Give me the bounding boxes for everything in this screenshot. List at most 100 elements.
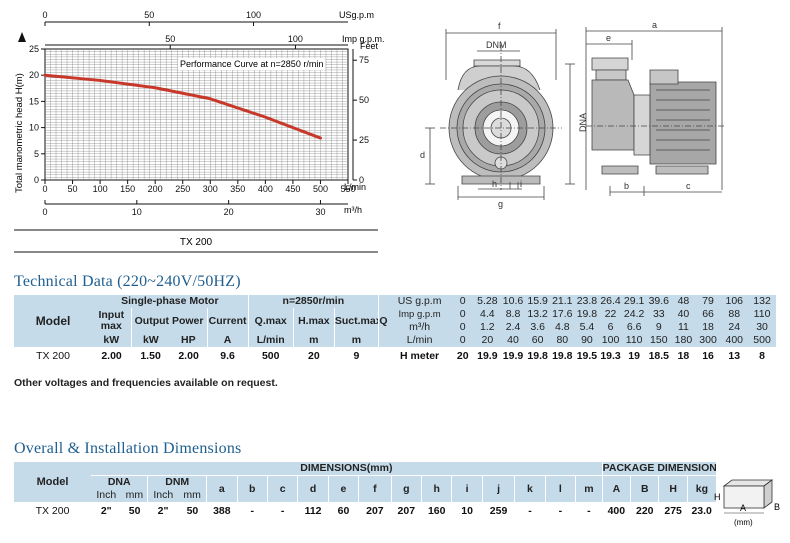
side-label-a: a <box>652 20 657 30</box>
chart-title-background <box>178 58 326 70</box>
y-axis-arrow-icon <box>18 32 26 42</box>
y-tick-label: 0 <box>34 175 39 185</box>
y-tick-label: 10 <box>29 123 39 133</box>
x-tick-label: 400 <box>258 184 273 194</box>
top-axis1-label: USg.p.m <box>339 10 374 20</box>
dim-value: 112 <box>297 502 329 520</box>
flow-cell: 80 <box>549 334 575 347</box>
side-label-b: b <box>624 181 629 191</box>
front-view-drawing <box>425 29 562 200</box>
x2-tick-label: 20 <box>224 207 234 217</box>
right-tick-label: 25 <box>359 135 369 145</box>
h-meter-label: H meter <box>387 347 452 365</box>
flow-cell: 66 <box>695 308 721 321</box>
pkg-value: 220 <box>630 502 659 520</box>
flow-cell: 4.8 <box>549 321 575 334</box>
dnm-mm-header: mm <box>178 489 207 502</box>
head-cell: 19.3 <box>599 347 622 365</box>
head-cell: 19.8 <box>549 347 575 365</box>
dna-inch-header: Inch <box>91 489 122 502</box>
q-header: Q <box>378 295 388 347</box>
pkg-col-header: B <box>630 475 659 502</box>
tech-header-row-3: m³/h 0 1.2 2.4 3.6 4.8 5.4 6 6.6 9 11 18… <box>14 321 776 334</box>
x-tick-label: 450 <box>285 184 300 194</box>
dim-letter: b <box>236 475 268 502</box>
dnm-inch-header: Inch <box>147 489 179 502</box>
chart-model-label: TX 200 <box>180 237 213 248</box>
flow-cell: 13.2 <box>525 308 550 321</box>
dna-mm-header: mm <box>121 489 148 502</box>
technical-data-title: Technical Data (220~240V/50HZ) <box>14 273 241 290</box>
right-tick-label: 75 <box>359 55 369 65</box>
dimensions-title: Overall & Installation Dimensions <box>14 440 242 457</box>
dims-model-cell: TX 200 <box>14 502 92 520</box>
side-label-e: e <box>606 33 611 43</box>
tech-header-row-4: kW kW HP A L/min m m L/min 0 20 40 60 80… <box>14 334 776 347</box>
flow-cell: 19.8 <box>574 308 600 321</box>
hmax-cell: 20 <box>293 347 335 365</box>
head-cell: 18.5 <box>646 347 672 365</box>
unit-lmin: L/min <box>247 334 294 347</box>
side-label-c: c <box>686 181 691 191</box>
package-box-icon: H B A (mm) <box>714 479 780 527</box>
box-label-mm: (mm) <box>734 518 753 527</box>
dim-letter: m <box>575 475 603 502</box>
flow-cell: 29.1 <box>621 295 647 308</box>
dim-value: 388 <box>206 502 238 520</box>
x-tick-label: 350 <box>230 184 245 194</box>
dim-letter: i <box>451 475 483 502</box>
flow-cell: 132 <box>748 295 776 308</box>
front-label-i: i <box>520 179 522 189</box>
dim-letter: c <box>266 475 298 502</box>
front-label-g: g <box>498 199 503 209</box>
kw-cell: 1.50 <box>131 347 171 365</box>
pkg-value: 275 <box>658 502 688 520</box>
head-cell: 13 <box>720 347 749 365</box>
x-tick-label: 500 <box>313 184 328 194</box>
x-tick-label: 550 <box>340 184 355 194</box>
flow-cell: 0 <box>451 334 474 347</box>
side-label-dna: DNA <box>578 113 588 132</box>
head-cell: 16 <box>695 347 721 365</box>
front-label-d: d <box>420 150 425 160</box>
flow-label-m3h: m³/h <box>387 321 452 334</box>
box-label-h: H <box>714 492 721 502</box>
tech-model-cell: TX 200 <box>14 347 93 365</box>
input-max-header: Input max <box>92 308 132 334</box>
flow-cell: 24 <box>720 321 749 334</box>
flow-cell: 180 <box>671 334 696 347</box>
qmax-cell: 500 <box>248 347 294 365</box>
flow-cell: 15.9 <box>525 295 550 308</box>
top1-tick-label: 0 <box>42 10 47 20</box>
flow-cell: 17.6 <box>549 308 575 321</box>
dim-letter: k <box>514 475 546 502</box>
tech-data-row: TX 200 2.00 1.50 2.00 9.6 500 20 9 H met… <box>14 347 776 365</box>
flow-cell: 500 <box>748 334 776 347</box>
top-axis2-label: Imp g.p.m. <box>342 34 385 44</box>
front-label-dnm: DNM <box>486 40 507 50</box>
y-tick-label: 15 <box>29 96 39 106</box>
tech-header-row-1: Model Single-phase Motor n=2850r/min Q U… <box>14 295 776 347</box>
current-cell: 9.6 <box>207 347 249 365</box>
flow-cell: 90 <box>574 334 600 347</box>
x2-tick-label: 0 <box>42 207 47 217</box>
dim-value: - <box>514 502 546 520</box>
head-cell: 8 <box>748 347 776 365</box>
dna-header: DNA <box>91 475 148 489</box>
top1-tick-label: 100 <box>246 10 261 20</box>
single-phase-header: Single-phase Motor <box>92 295 249 308</box>
dim-letter: a <box>206 475 238 502</box>
flow-label-usgpm: US g.p.m <box>387 295 452 308</box>
dims-header: DIMENSIONS(mm) <box>91 462 603 476</box>
flow-cell: 0 <box>451 308 474 321</box>
dims-header-row-1: Model DIMENSIONS(mm) PACKAGE DIMENSIONS … <box>14 462 716 502</box>
flow-cell: 18 <box>695 321 721 334</box>
unit-kw: kW <box>92 334 132 347</box>
unit-hp: HP <box>170 334 208 347</box>
flow-cell: 5.4 <box>574 321 600 334</box>
dna-mm-cell: 50 <box>121 502 148 520</box>
qmax-header: Q.max <box>247 308 294 334</box>
dim-value: 10 <box>451 502 483 520</box>
flow-cell: 9 <box>646 321 672 334</box>
dims-data-row: TX 200 2" 50 2" 50 388 - - 112 60 207 20… <box>14 502 716 520</box>
